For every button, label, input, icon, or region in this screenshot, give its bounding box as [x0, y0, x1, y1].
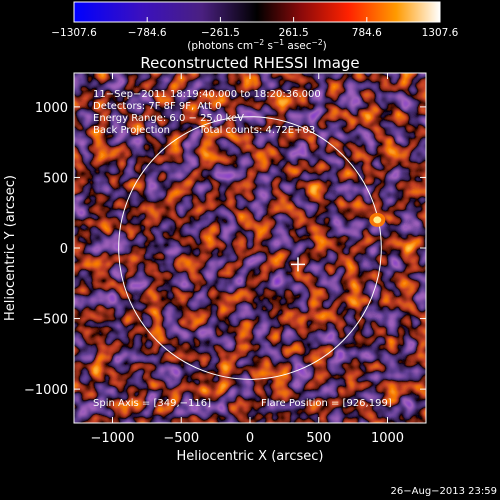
flare-source-core — [373, 216, 382, 224]
x-tick-label: −1000 — [91, 431, 135, 446]
x-tick-label: −500 — [163, 431, 199, 446]
colorbar-ticks: −1307.6 −784.6 −261.5 261.5 784.6 1307.6 — [51, 17, 459, 39]
x-tick-label: 1000 — [371, 431, 404, 446]
overlay-layer — [118, 116, 386, 380]
annotation-total-counts: Total counts: 4.72E+03 — [198, 125, 315, 136]
y-axis-label: Heliocentric Y (arcsec) — [3, 175, 18, 321]
image-map — [74, 73, 426, 423]
chart-title: Reconstructed RHESSI Image — [140, 54, 359, 72]
colorbar-unit-label: (photons cm−2 s−1 asec−2) — [187, 38, 326, 52]
y-tick-label: 1000 — [35, 101, 68, 116]
colorbar-tick-label: 784.6 — [352, 27, 382, 39]
annotation-flare-position: Flare Position = [926,199] — [261, 398, 392, 409]
colorbar-tick-label: −261.5 — [201, 27, 240, 39]
footer-date: 26−Aug−2013 23:59 — [391, 486, 497, 497]
colorbar-tick-label: −1307.6 — [51, 27, 97, 39]
y-tick-label: 0 — [60, 242, 68, 257]
y-tick-label: −1000 — [24, 383, 68, 398]
colorbar-tick-label: −784.6 — [128, 27, 167, 39]
annotation-spin-axis: Spin Axis = [349,−116] — [93, 398, 211, 409]
y-axis-ticks: −1000 −500 0 500 1000 — [24, 101, 426, 398]
x-tick-label: 0 — [246, 431, 254, 446]
x-axis-ticks: −1000 −500 0 500 1000 — [91, 73, 404, 446]
colorbar — [73, 1, 441, 23]
annotation-time-range: 11−Sep−2011 18:19:40.000 to 18:20:36.000 — [93, 89, 321, 100]
x-tick-label: 500 — [306, 431, 331, 446]
y-tick-label: 500 — [43, 171, 68, 186]
x-axis-label: Heliocentric X (arcsec) — [177, 449, 324, 464]
colorbar-tick-label: 261.5 — [279, 27, 309, 39]
colorbar-tick-label: 1307.6 — [422, 27, 459, 39]
annotation-method: Back Projection — [93, 125, 170, 136]
solar-limb-circle — [118, 116, 382, 380]
annotation-detectors: Detectors: 7F 8F 9F, Att 0 — [93, 101, 221, 112]
y-tick-label: −500 — [32, 313, 68, 328]
annotation-energy-range: Energy Range: 6.0 − 25.0 keV — [93, 113, 244, 124]
